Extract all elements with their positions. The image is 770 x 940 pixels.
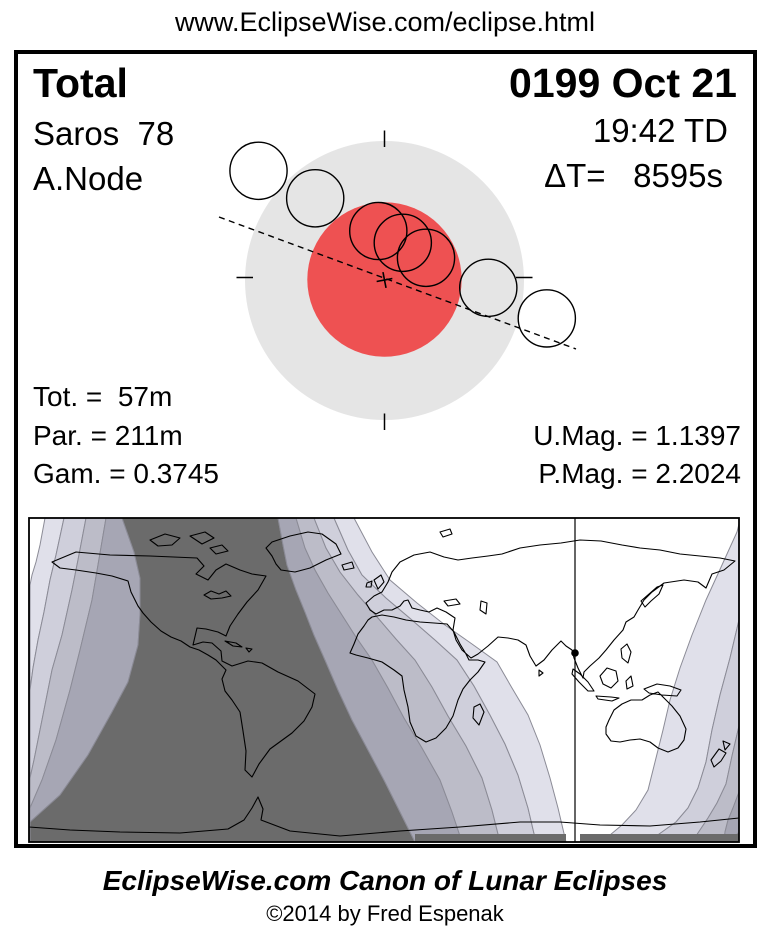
delta-t-value: ΔT= 8595s <box>544 157 723 194</box>
footer-copyright: ©2014 by Fred Espenak <box>266 901 504 926</box>
center-cross <box>376 271 393 289</box>
moon-contact-circle <box>517 289 577 348</box>
moon-contact-circle <box>229 141 288 201</box>
shade-band-east-4 <box>333 518 567 842</box>
saros-number: Saros 78 <box>33 115 175 152</box>
moon-contact-circle <box>373 213 433 273</box>
moon-contact-circle <box>458 258 518 318</box>
node-type: A.Node <box>33 160 144 197</box>
moon-contact-circle <box>396 228 456 288</box>
stat-gamma: Gam. = 0.3745 <box>33 458 220 489</box>
moon-contact-circle <box>348 201 408 261</box>
stat-penumbral-magnitude: P.Mag. = 2.2024 <box>538 458 741 489</box>
stat-partial-duration: Par. = 211m <box>33 420 183 451</box>
moon-path-line <box>218 216 577 350</box>
shadow-diagram <box>218 130 577 430</box>
zenith-point-dot <box>571 649 579 657</box>
eclipse-type-label: Total <box>33 60 128 106</box>
antarctic-shade-strip <box>415 834 739 842</box>
visibility-map <box>28 517 740 843</box>
footer-title: EclipseWise.com Canon of Lunar Eclipses <box>102 865 668 896</box>
greatest-eclipse-time: 19:42 TD <box>592 112 728 149</box>
map-border <box>28 517 740 843</box>
eclipse-date: 0199 Oct 21 <box>509 60 737 106</box>
stat-umbral-magnitude: U.Mag. = 1.1397 <box>533 420 741 451</box>
moon-positions <box>229 141 577 348</box>
site-url[interactable]: www.EclipseWise.com/eclipse.html <box>174 7 596 37</box>
stat-totality-duration: Tot. = 57m <box>33 381 173 412</box>
moon-contact-circle <box>285 168 345 228</box>
continent-outlines <box>29 528 739 837</box>
